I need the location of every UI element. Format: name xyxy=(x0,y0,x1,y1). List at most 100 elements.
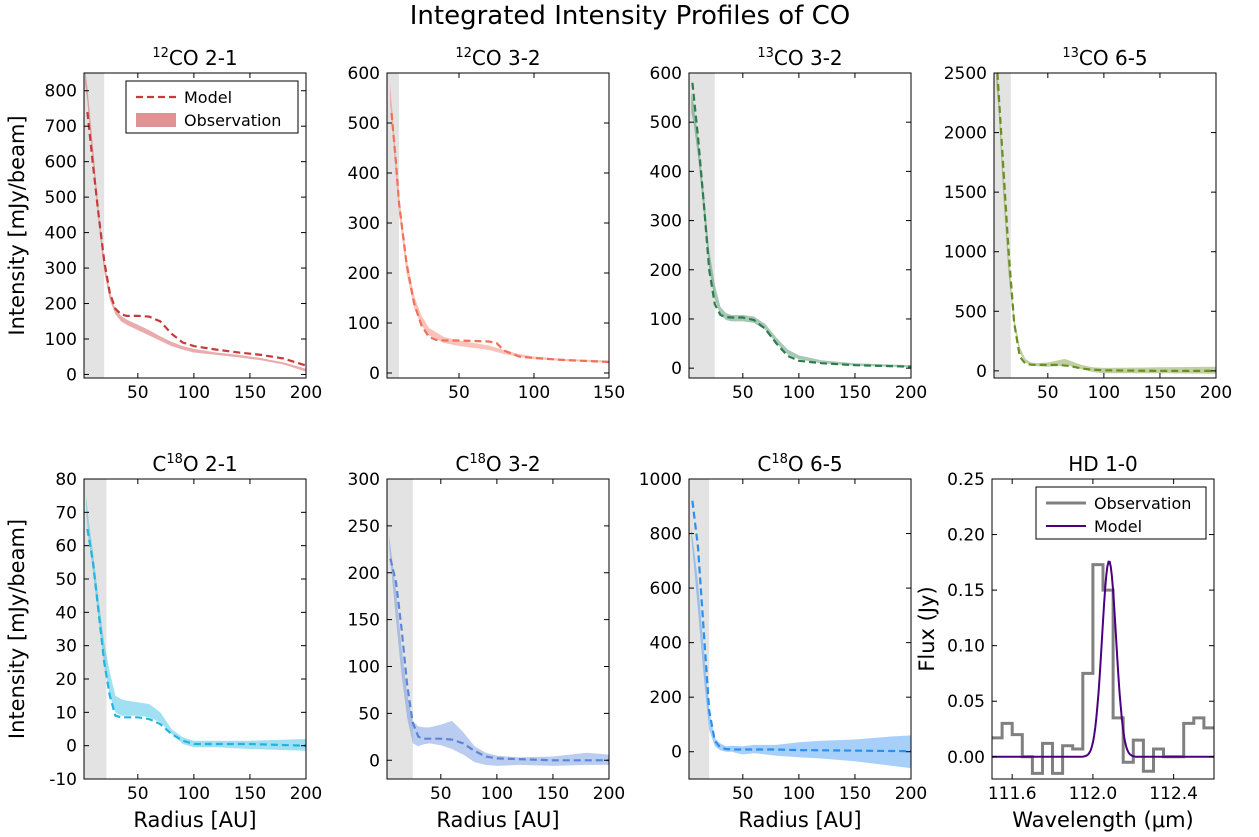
panel-title: 13CO 6-5 xyxy=(1062,46,1147,70)
x-tick-label: 150 xyxy=(1144,383,1176,403)
y-tick-label: 1000 xyxy=(944,243,987,263)
axes-frame xyxy=(83,72,307,379)
y-tick-label: 300 xyxy=(348,470,380,490)
y-tick-label: 2500 xyxy=(944,64,987,84)
y-tick-label: 500 xyxy=(650,113,682,133)
x-tick-label: 50 xyxy=(732,784,754,804)
y-tick-label: 0 xyxy=(671,743,682,763)
x-tick-label: 100 xyxy=(1088,383,1120,403)
axes-frame xyxy=(386,478,610,780)
x-tick-label: 100 xyxy=(481,784,513,804)
y-tick-label: 100 xyxy=(650,310,682,330)
y-tick-label: 500 xyxy=(45,188,77,208)
y-tick-label: 800 xyxy=(650,525,682,545)
y-tick-label: 600 xyxy=(348,64,380,84)
series-model-line xyxy=(86,528,306,747)
series-observation-steps xyxy=(992,563,1214,775)
y-axis-label: Flux (Jy) xyxy=(915,586,939,671)
x-axis-label: Radius [AU] xyxy=(738,808,861,832)
series-observation-band xyxy=(86,495,306,751)
y-tick-label: 100 xyxy=(348,314,380,334)
x-tick-label: 50 xyxy=(448,383,470,403)
plot-area-co12_32 xyxy=(387,73,609,378)
y-tick-label: 100 xyxy=(348,658,380,678)
x-tick-label: 100 xyxy=(518,383,550,403)
axes-frame xyxy=(991,478,1215,780)
panel-title: C18O 2-1 xyxy=(152,452,237,476)
series-model-line xyxy=(389,558,609,762)
x-tick-label: 150 xyxy=(234,784,266,804)
y-tick-label: 30 xyxy=(55,637,77,657)
panel-title: 13CO 3-2 xyxy=(757,46,842,70)
y-tick-label: 600 xyxy=(650,579,682,599)
axes-frame xyxy=(688,478,912,780)
figure-title: Integrated Intensity Profiles of CO xyxy=(410,1,850,31)
y-tick-label: 40 xyxy=(55,603,77,623)
inner-gap-shade xyxy=(84,479,107,779)
y-tick-label: 250 xyxy=(348,517,380,537)
panel-title: C18O 3-2 xyxy=(455,452,540,476)
inner-gap-shade xyxy=(387,73,399,378)
y-tick-label: 0.25 xyxy=(947,470,985,490)
y-tick-label: 0 xyxy=(66,365,77,385)
panel-co12_32: 50 100 150 0 100 200 300 400 500 600 12CO 3-2 xyxy=(348,46,626,403)
y-tick-label: 0 xyxy=(369,751,380,771)
y-tick-label: 500 xyxy=(955,302,987,322)
y-tick-label: 1500 xyxy=(944,183,987,203)
x-tick-label: 50 xyxy=(430,784,452,804)
y-tick-label: 700 xyxy=(45,117,77,137)
y-tick-label: 400 xyxy=(348,164,380,184)
legend-box xyxy=(1035,486,1207,540)
y-tick-label: 10 xyxy=(55,703,77,723)
x-tick-label: 100 xyxy=(783,383,815,403)
y-tick-label: 0.20 xyxy=(947,526,985,546)
x-tick-label: 50 xyxy=(732,383,754,403)
y-tick-label: 200 xyxy=(348,264,380,284)
y-tick-label: 0.15 xyxy=(947,581,985,601)
panel-c18o_65: 50 100 150 200 0 200 400 600 800 1000 C18O 6-5 Radi… xyxy=(639,452,927,832)
y-tick-label: 70 xyxy=(55,503,77,523)
x-tick-label: 100 xyxy=(178,784,210,804)
x-tick-label: 200 xyxy=(290,784,322,804)
series-observation-band xyxy=(996,73,1216,374)
y-tick-label: 400 xyxy=(45,224,77,244)
panel-title: HD 1-0 xyxy=(1068,452,1137,476)
axes-frame xyxy=(993,72,1217,379)
y-tick-label: 50 xyxy=(55,570,77,590)
y-tick-label: 2000 xyxy=(944,124,987,144)
x-tick-label: 50 xyxy=(1037,383,1059,403)
plot-area-co12_21 xyxy=(84,73,306,378)
plot-area-co13_32 xyxy=(689,73,911,378)
x-axis-label: Radius [AU] xyxy=(133,808,256,832)
inner-gap-shade xyxy=(994,73,1011,378)
y-tick-label: 600 xyxy=(45,153,77,173)
x-tick-label: 100 xyxy=(178,383,210,403)
series-model-line xyxy=(691,82,911,368)
y-tick-label: 0.10 xyxy=(947,637,985,657)
series-model-line xyxy=(996,73,1216,372)
plot-area-c18o_32 xyxy=(387,479,609,779)
y-tick-label: 800 xyxy=(45,82,77,102)
x-axis-label: Radius [AU] xyxy=(436,808,559,832)
legend-label: Model xyxy=(184,88,232,107)
series-model-line xyxy=(992,560,1214,758)
x-tick-label: 150 xyxy=(839,383,871,403)
inner-gap-shade xyxy=(689,479,710,779)
axes-frame xyxy=(83,478,307,780)
y-tick-label: 0 xyxy=(671,359,682,379)
y-tick-label: 60 xyxy=(55,537,77,557)
inner-gap-shade xyxy=(689,73,715,378)
x-tick-label: 200 xyxy=(895,383,927,403)
x-axis-label: Wavelength (μm) xyxy=(1012,808,1193,832)
x-tick-label: 200 xyxy=(593,784,625,804)
x-tick-label: 111.6 xyxy=(988,784,1037,804)
y-tick-label: 500 xyxy=(348,114,380,134)
plot-area-c18o_21 xyxy=(84,479,306,779)
axes-frame xyxy=(386,72,610,379)
axes-frame xyxy=(688,72,912,379)
plot-area-co13_65 xyxy=(994,73,1216,378)
y-tick-label: 600 xyxy=(650,64,682,84)
x-tick-label: 100 xyxy=(783,784,815,804)
